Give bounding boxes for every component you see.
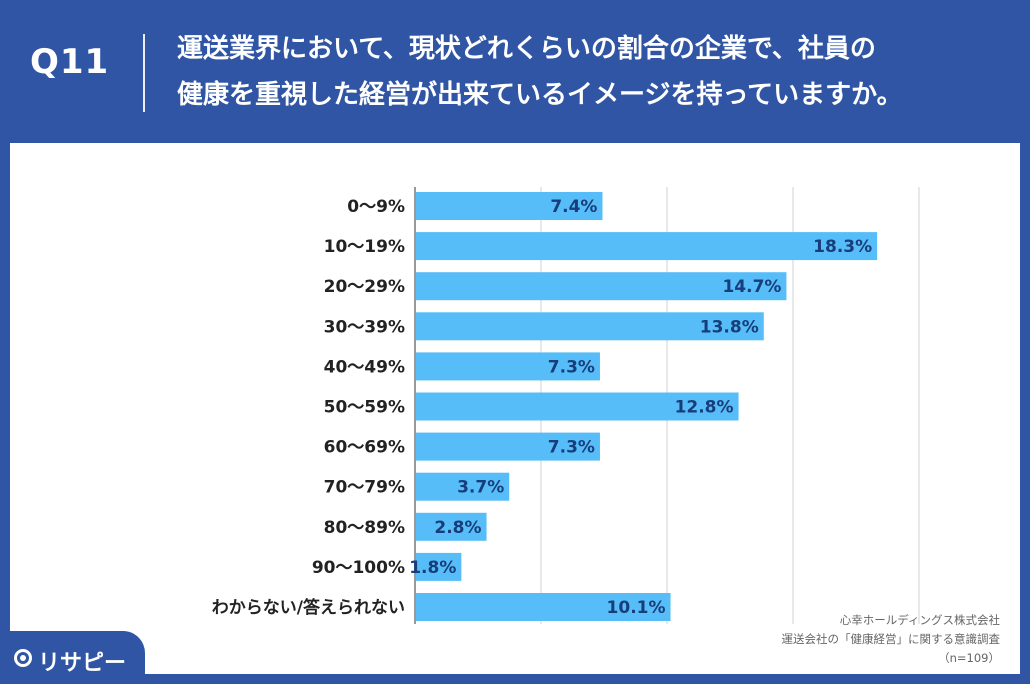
data-label: 10.1%: [607, 598, 666, 618]
bar-chart: 0〜9% 7.4% 10〜19% 18.3% 20〜29% 14.7% 30〜39% 13.8…: [212, 187, 920, 624]
header-divider: [143, 34, 145, 112]
question-number: Q11: [30, 42, 110, 82]
source-sample-size: （n=109）: [938, 651, 1000, 665]
data-label: 2.8%: [434, 518, 481, 538]
category-label: 0〜9%: [347, 197, 405, 217]
source-survey: 運送会社の「健康経営」に関する意識調査: [781, 632, 1001, 646]
bar: [416, 272, 787, 301]
bar: [416, 593, 671, 621]
question-line-1: 運送業界において、現状どれくらいの割合の企業で、社員の: [177, 34, 876, 64]
category-label: 10〜19%: [324, 237, 405, 257]
data-label: 12.8%: [675, 398, 734, 418]
bar: [416, 512, 487, 541]
header: Q11 運送業界において、現状どれくらいの割合の企業で、社員の 健康を重視した経…: [0, 0, 1030, 143]
category-label: 20〜29%: [324, 277, 405, 297]
data-label: 18.3%: [813, 237, 872, 257]
data-label: 1.8%: [409, 558, 456, 578]
bar: [416, 552, 462, 581]
logo-text: リサピー: [38, 651, 127, 676]
category-label: わからない/答えられない: [212, 597, 405, 618]
bar: [416, 232, 878, 261]
question-line-2: 健康を重視した経営が出来ているイメージを持っていますか。: [177, 80, 903, 110]
bar: [416, 192, 603, 220]
category-label: 70〜79%: [324, 478, 405, 498]
question-text: 運送業界において、現状どれくらいの割合の企業で、社員の 健康を重視した経営が出来…: [177, 26, 1007, 118]
category-label: 90〜100%: [312, 558, 405, 578]
data-label: 13.8%: [700, 317, 759, 337]
source-note: 心幸ホールディングス株式会社 運送会社の「健康経営」に関する意識調査 （n=10…: [782, 611, 1001, 668]
bar: [416, 312, 764, 341]
data-label: 7.4%: [550, 197, 597, 217]
data-label: 7.3%: [548, 357, 595, 377]
bar: [416, 352, 600, 381]
category-label: 40〜49%: [324, 357, 405, 377]
data-label: 7.3%: [548, 438, 595, 458]
bar: [416, 392, 739, 421]
bar: [416, 472, 510, 501]
data-label: 3.7%: [457, 478, 504, 498]
category-label: 60〜69%: [324, 438, 405, 458]
location-pin-icon: [14, 649, 32, 667]
data-label: 14.7%: [722, 277, 781, 297]
source-company: 心幸ホールディングス株式会社: [839, 613, 1000, 627]
bar: [416, 432, 600, 461]
chart-panel: 0〜9% 7.4% 10〜19% 18.3% 20〜29% 14.7% 30〜39% 13.8…: [10, 143, 1020, 674]
category-label: 30〜39%: [324, 317, 405, 337]
category-label: 80〜89%: [324, 518, 405, 538]
logo: リサピー: [0, 631, 145, 684]
category-label: 50〜59%: [324, 398, 405, 418]
